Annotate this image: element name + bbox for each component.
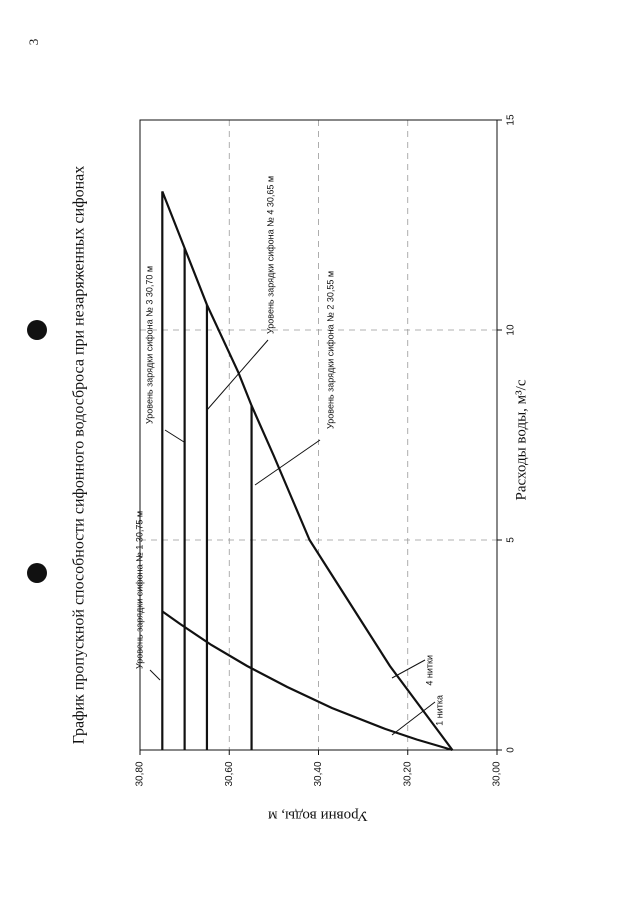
y-tick-label: 30,20 xyxy=(402,761,413,786)
x-axis-title: Расходы воды, м³/с xyxy=(513,379,529,500)
series-label: 4 нитки xyxy=(424,655,434,686)
arrow xyxy=(391,701,436,736)
punch-hole xyxy=(27,563,47,583)
plot-frame xyxy=(139,119,498,751)
y-axis-title: Уровни воды, м xyxy=(268,808,368,824)
curve xyxy=(161,610,453,752)
x-tick-label: 10 xyxy=(506,324,517,336)
arrow xyxy=(164,429,185,443)
x-tick-label: 15 xyxy=(506,114,517,126)
x-tick-label: 5 xyxy=(506,537,517,543)
plot: 0 5 10 15 30,00 30,20 30,40 30,60 30,80 Уровень з… xyxy=(134,114,516,787)
arrow xyxy=(149,669,161,681)
arrow xyxy=(254,439,321,486)
y-tick-label: 30,40 xyxy=(313,761,324,786)
arrow xyxy=(391,659,426,679)
level-label: Уровень зарядки сифона № 3 30,70 м xyxy=(144,266,154,424)
y-tick-label: 30,60 xyxy=(224,761,235,786)
level-label: Уровень зарядки сифона № 2 30,55 м xyxy=(325,271,335,429)
page-number: 3 xyxy=(26,39,41,46)
y-tick-label: 30,00 xyxy=(492,761,503,786)
arrow xyxy=(206,339,269,411)
level-label: Уровень зарядки сифона № 4 30,65 м xyxy=(265,176,275,334)
y-tick-label: 30,80 xyxy=(135,761,146,786)
chart-title: График пропускной способности сифонного … xyxy=(71,166,88,744)
annotation-arrows xyxy=(149,339,436,736)
x-tick-label: 0 xyxy=(506,747,517,753)
level-label: Уровень зарядки сифона № 1 30,75 м xyxy=(134,511,144,669)
punch-hole xyxy=(27,320,47,340)
series-label: 1 нитка xyxy=(434,695,444,726)
curve xyxy=(161,190,454,751)
